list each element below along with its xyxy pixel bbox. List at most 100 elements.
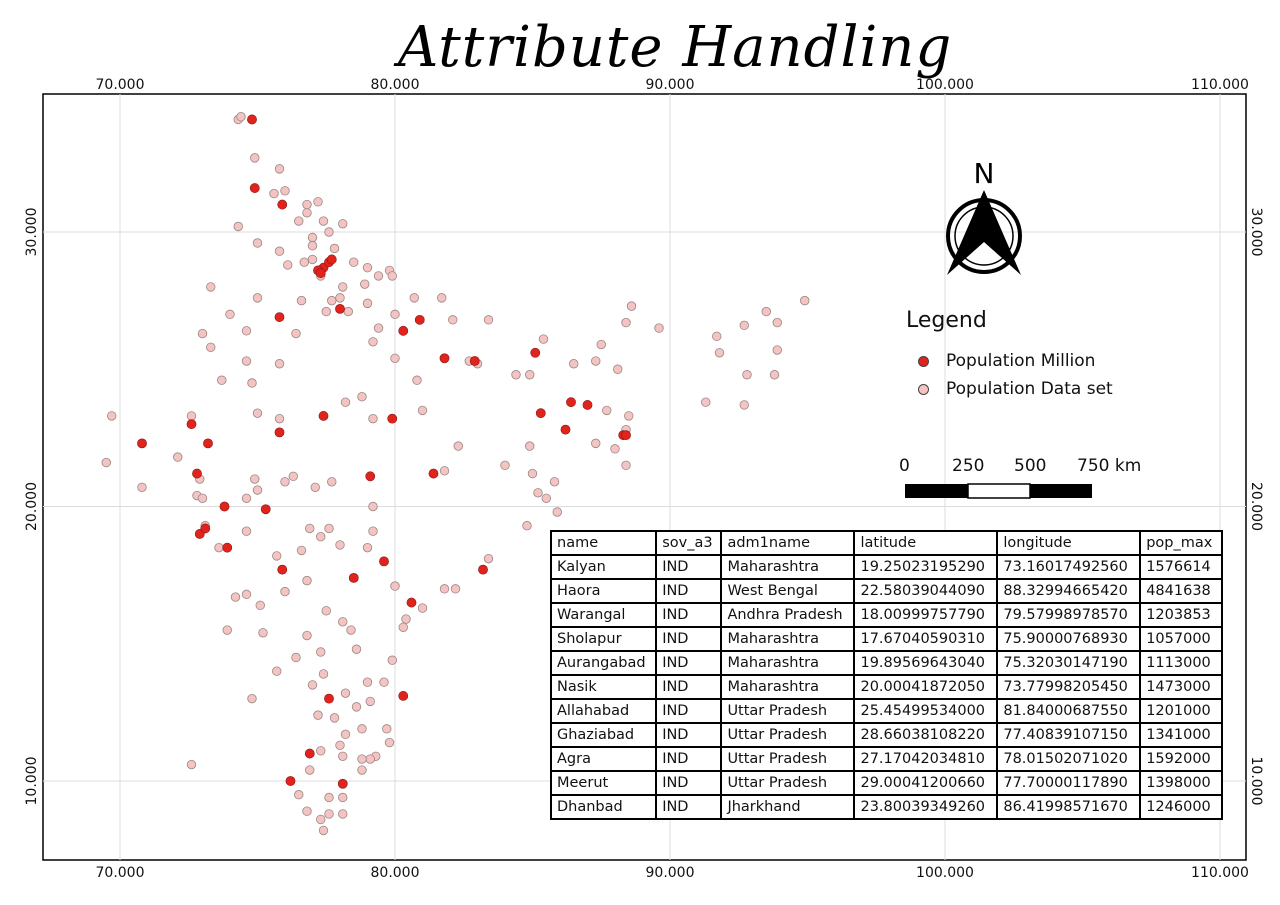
- population-dataset-point: [338, 219, 348, 229]
- population-dataset-point: [324, 523, 334, 534]
- population-dataset-point: [302, 199, 312, 210]
- cell-sov_a3: IND: [655, 770, 723, 796]
- cell-latitude: 23.80039349260: [853, 794, 999, 820]
- population-dataset-point: [624, 411, 634, 421]
- population-dataset-point: [387, 655, 397, 665]
- cell-pop_max: 1576614: [1139, 554, 1223, 580]
- x-tick-label-top: 110.000: [1191, 77, 1249, 93]
- column-header-longitude: longitude: [996, 530, 1142, 556]
- population-million-point: [247, 114, 257, 125]
- population-million-point: [530, 347, 541, 358]
- population-dataset-point: [387, 271, 397, 281]
- population-dataset-point: [453, 441, 463, 451]
- population-dataset-point: [329, 713, 340, 723]
- population-dataset-point: [307, 241, 318, 251]
- population-million-swatch: [918, 355, 929, 367]
- population-dataset-point: [252, 408, 263, 418]
- population-dataset-point: [252, 485, 263, 495]
- population-dataset-point: [621, 460, 631, 471]
- cell-longitude: 79.57998978570: [996, 602, 1142, 628]
- population-dataset-point: [335, 540, 345, 550]
- cell-sov_a3: IND: [655, 698, 723, 724]
- population-dataset-point: [225, 309, 235, 320]
- cell-longitude: 81.84000687550: [996, 698, 1142, 724]
- cell-latitude: 17.67040590310: [853, 626, 999, 652]
- population-dataset-point: [252, 238, 263, 248]
- table-row: Ghaziabad IND Uttar Pradesh 28.66038108220 7…: [549, 722, 1223, 748]
- x-tick-label-bottom: 90.000: [646, 865, 695, 881]
- population-dataset-point: [742, 370, 752, 380]
- y-tick-label-left: 30.000: [24, 208, 40, 257]
- population-dataset-point: [197, 493, 208, 503]
- population-dataset-point: [525, 441, 535, 451]
- population-million-point: [365, 471, 376, 482]
- population-million-layer: [137, 114, 631, 789]
- population-dataset-point: [621, 317, 631, 328]
- population-million-point: [318, 411, 329, 421]
- population-dataset-point: [384, 737, 395, 748]
- population-million-point: [387, 413, 398, 424]
- cell-longitude: 75.90000768930: [996, 626, 1142, 652]
- table-row: Aurangabad IND Maharashtra 19.89569643040 75…: [549, 650, 1223, 676]
- population-dataset-point: [338, 617, 348, 627]
- cell-longitude: 73.16017492560: [996, 554, 1142, 580]
- cell-name: Sholapur: [549, 626, 658, 652]
- population-million-point: [348, 572, 359, 583]
- column-header-latitude: latitude: [853, 530, 999, 556]
- cell-adm1name: Maharashtra: [720, 626, 856, 652]
- population-dataset-point: [252, 293, 263, 303]
- population-dataset-point: [307, 254, 318, 265]
- population-million-point: [621, 430, 631, 441]
- population-dataset-point: [250, 153, 260, 163]
- population-dataset-point: [368, 337, 378, 347]
- population-dataset-point: [439, 466, 450, 476]
- map-title: Attribute Handling: [397, 15, 953, 80]
- population-million-point: [274, 427, 285, 438]
- population-million-point: [326, 254, 337, 265]
- population-dataset-point: [305, 523, 315, 534]
- population-dataset-point: [310, 482, 320, 492]
- population-dataset-point: [338, 792, 348, 803]
- cell-name: Haora: [549, 578, 658, 604]
- cell-latitude: 25.45499534000: [853, 698, 999, 724]
- population-million-point: [277, 199, 288, 210]
- population-million-point: [535, 408, 546, 419]
- cell-pop_max: 1473000: [1139, 674, 1223, 700]
- legend-label: Population Data set: [946, 379, 1113, 399]
- x-tick-label-bottom: 110.000: [1191, 865, 1249, 881]
- population-dataset-point: [321, 606, 331, 616]
- cell-longitude: 77.40839107150: [996, 722, 1142, 748]
- population-dataset-point: [439, 584, 450, 594]
- x-tick-label-top: 70.000: [96, 77, 145, 93]
- population-dataset-point: [307, 232, 318, 243]
- population-dataset-point: [602, 405, 612, 416]
- population-dataset-point: [412, 375, 422, 385]
- population-dataset-point: [316, 746, 326, 756]
- map-frame: [42, 93, 1247, 861]
- population-dataset-point: [291, 652, 301, 663]
- population-dataset-point: [272, 551, 282, 561]
- population-million-point: [285, 776, 296, 786]
- population-million-point: [560, 424, 571, 435]
- population-dataset-point: [313, 197, 323, 207]
- population-dataset-point: [390, 353, 400, 363]
- column-header-adm1name: adm1name: [720, 530, 856, 556]
- population-dataset-point: [365, 754, 375, 764]
- y-tick-label-left: 10.000: [24, 757, 40, 806]
- population-dataset-point: [368, 501, 378, 512]
- table-row: Sholapur IND Maharashtra 17.67040590310 75.9…: [549, 626, 1223, 652]
- scale-label: 500: [1014, 456, 1047, 476]
- population-dataset-point: [591, 356, 601, 366]
- population-dataset-point: [274, 413, 285, 424]
- table-row: Dhanbad IND Jharkhand 23.80039349260 86.4199…: [549, 794, 1223, 820]
- population-dataset-point: [324, 227, 334, 237]
- population-dataset-point: [338, 751, 348, 761]
- legend-item-population-dataset: Population Data set: [918, 379, 1113, 399]
- cell-adm1name: Maharashtra: [720, 674, 856, 700]
- cell-pop_max: 1201000: [1139, 698, 1223, 724]
- y-tick-label-left: 20.000: [24, 482, 40, 531]
- cell-sov_a3: IND: [655, 578, 723, 604]
- population-dataset-point: [739, 400, 749, 410]
- population-dataset-point: [313, 710, 323, 720]
- legend-item-population-million: Population Million: [918, 351, 1095, 371]
